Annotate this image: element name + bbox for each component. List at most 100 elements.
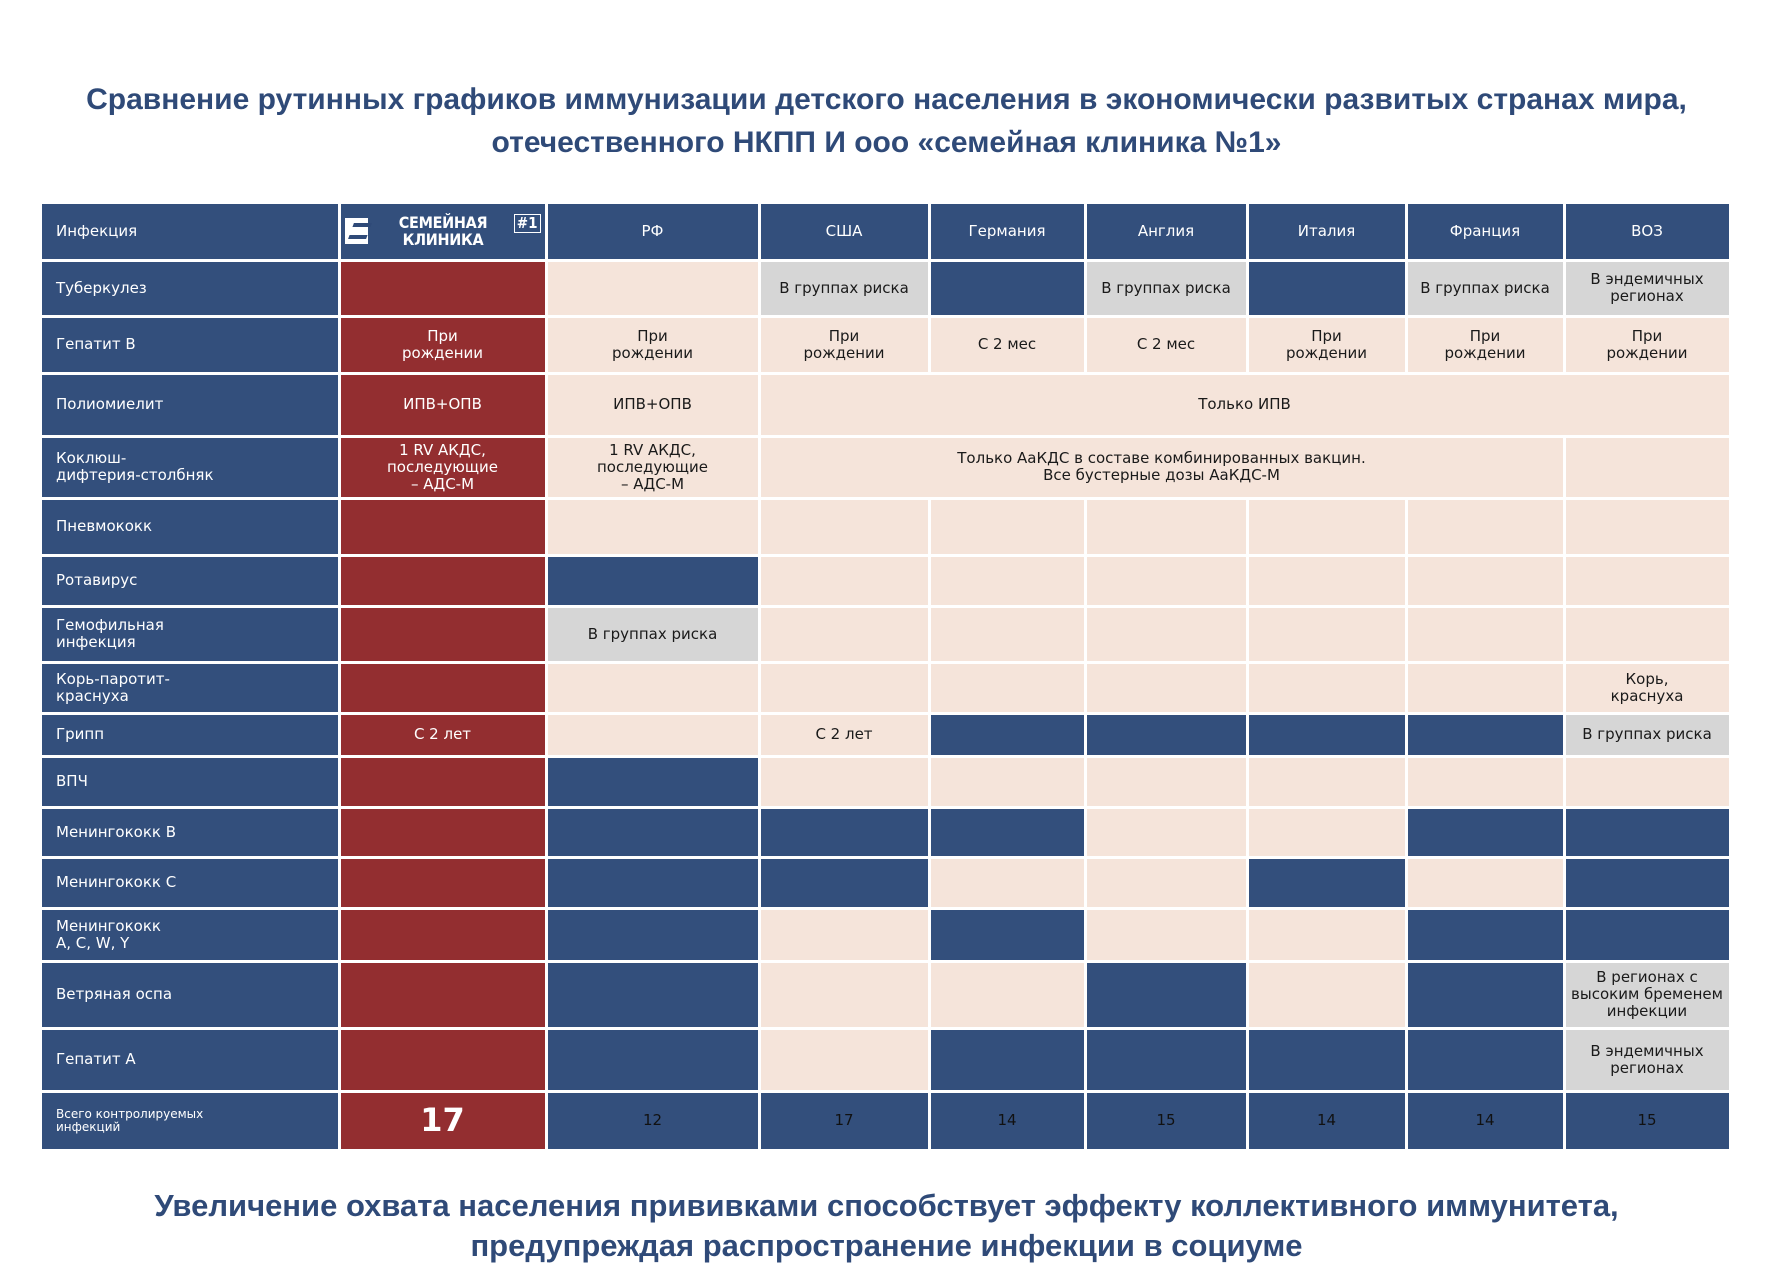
total-value-рф: 12	[547, 1092, 758, 1149]
row-label-гепатит-в: Гепатит В	[42, 317, 338, 372]
row-label-коклюш-дифтерия-столбняк: Коклюш- дифтерия-столбняк	[42, 437, 338, 497]
footer-line-1: Увеличение охвата населения прививками с…	[154, 1188, 1619, 1223]
header-country-англия: Англия	[1086, 203, 1246, 259]
cell-ветряная-оспа-рф	[547, 962, 758, 1027]
cell-гепатит-в-германия: С 2 мес	[930, 317, 1084, 372]
cell-гемофильная-инфекция-франция	[1407, 607, 1563, 661]
row-label-туберкулез: Туберкулез	[42, 261, 338, 315]
cell-туберкулез-франция: В группах риска	[1407, 261, 1563, 315]
header-country-сша: США	[760, 203, 928, 259]
cell-грипп-франция	[1407, 714, 1563, 755]
cell-гепатит-в-сша: При рождении	[760, 317, 928, 372]
cell-менингококк-в-сша	[760, 808, 928, 856]
cell-пневмококк-италия	[1248, 499, 1405, 554]
cell-менингококк-a-c-w-y-германия	[930, 909, 1084, 960]
clinic-cell-грипп: С 2 лет	[340, 714, 545, 755]
footer-line-2: предупреждая распространение инфекции в …	[470, 1228, 1303, 1263]
header-country-германия: Германия	[930, 203, 1084, 259]
cell-менингококк-a-c-w-y-воз	[1565, 909, 1729, 960]
cell-гепатит-а-рф	[547, 1029, 758, 1090]
cell-менингококк-в-италия	[1248, 808, 1405, 856]
cell-пневмококк-рф	[547, 499, 758, 554]
clinic-logo-number: #1	[513, 213, 541, 233]
cell-менингококк-в-воз	[1565, 808, 1729, 856]
cell-менингококк-a-c-w-y-франция	[1407, 909, 1563, 960]
clinic-cell-коклюш-дифтерия-столбняк: 1 RV АКДС, последующие – АДС-М	[340, 437, 545, 497]
header-clinic-logo: СЕМЕЙНАЯ КЛИНИКА #1	[340, 203, 545, 259]
cell-пневмококк-англия	[1086, 499, 1246, 554]
cell-ротавирус-рф	[547, 556, 758, 605]
cell-гепатит-а-сша	[760, 1029, 928, 1090]
cell-коклюш-дифтерия-столбняк-рф: 1 RV АКДС, последующие – АДС-М	[547, 437, 758, 497]
cell-гепатит-в-воз: При рождении	[1565, 317, 1729, 372]
cell-гепатит-в-франция: При рождении	[1407, 317, 1563, 372]
clinic-cell-туберкулез	[340, 261, 545, 315]
clinic-cell-корь-паротит-краснуха	[340, 663, 545, 712]
total-clinic-value: 17	[340, 1092, 545, 1149]
cell-туберкулез-воз: В эндемичных регионах	[1565, 261, 1729, 315]
cell-впч-сша	[760, 757, 928, 806]
header-infection: Инфекция	[42, 203, 338, 259]
clinic-cell-ротавирус	[340, 556, 545, 605]
cell-грипп-германия	[930, 714, 1084, 755]
cell-гепатит-а-воз: В эндемичных регионах	[1565, 1029, 1729, 1090]
cell-пневмококк-воз	[1565, 499, 1729, 554]
cell-корь-паротит-краснуха-воз: Корь, краснуха	[1565, 663, 1729, 712]
cell-туберкулез-англия: В группах риска	[1086, 261, 1246, 315]
total-value-англия: 15	[1086, 1092, 1246, 1149]
cell-корь-паротит-краснуха-сша	[760, 663, 928, 712]
header-country-франция: Франция	[1407, 203, 1563, 259]
title-line-1: Сравнение рутинных графиков иммунизации …	[86, 83, 1687, 116]
family-clinic-logo-icon: СЕМЕЙНАЯ КЛИНИКА #1	[344, 213, 541, 248]
total-value-италия: 14	[1248, 1092, 1405, 1149]
cell-гепатит-а-франция	[1407, 1029, 1563, 1090]
cell-корь-паротит-краснуха-италия	[1248, 663, 1405, 712]
cell-гепатит-в-рф: При рождении	[547, 317, 758, 372]
cell-менингококк-с-воз	[1565, 858, 1729, 907]
cell-полиомиелит-рф: ИПВ+ОПВ	[547, 374, 758, 435]
cell-ротавирус-германия	[930, 556, 1084, 605]
cell-туберкулез-германия	[930, 261, 1084, 315]
clinic-cell-впч	[340, 757, 545, 806]
row-label-грипп: Грипп	[42, 714, 338, 755]
cell-корь-паротит-краснуха-франция	[1407, 663, 1563, 712]
clinic-cell-полиомиелит: ИПВ+ОПВ	[340, 374, 545, 435]
clinic-cell-ветряная-оспа	[340, 962, 545, 1027]
footer-note: Увеличение охвата населения прививками с…	[0, 1186, 1773, 1266]
total-label: Всего контролируемых инфекций	[42, 1092, 338, 1149]
cell-менингококк-в-рф	[547, 808, 758, 856]
cell-туберкулез-рф	[547, 261, 758, 315]
cell-гемофильная-инфекция-италия	[1248, 607, 1405, 661]
clinic-cell-гепатит-в: При рождении	[340, 317, 545, 372]
cell-менингококк-a-c-w-y-сша	[760, 909, 928, 960]
cell-гемофильная-инфекция-англия	[1086, 607, 1246, 661]
clinic-cell-гепатит-а	[340, 1029, 545, 1090]
cell-корь-паротит-краснуха-англия	[1086, 663, 1246, 712]
clinic-cell-гемофильная-инфекция	[340, 607, 545, 661]
cell-ветряная-оспа-франция	[1407, 962, 1563, 1027]
cell-грипп-италия	[1248, 714, 1405, 755]
cell-впч-италия	[1248, 757, 1405, 806]
cell-гемофильная-инфекция-воз	[1565, 607, 1729, 661]
cell-туберкулез-сша: В группах риска	[760, 261, 928, 315]
row-label-менингококк-a-c-w-y: Менингококк A, C, W, Y	[42, 909, 338, 960]
cell-ветряная-оспа-англия	[1086, 962, 1246, 1027]
cell-ротавирус-франция	[1407, 556, 1563, 605]
row-label-ротавирус: Ротавирус	[42, 556, 338, 605]
cell-менингококк-a-c-w-y-италия	[1248, 909, 1405, 960]
cell-гепатит-а-германия	[930, 1029, 1084, 1090]
cell-впч-воз	[1565, 757, 1729, 806]
header-country-воз: ВОЗ	[1565, 203, 1729, 259]
total-value-франция: 14	[1407, 1092, 1563, 1149]
cell-менингококк-в-франция	[1407, 808, 1563, 856]
cell-гепатит-в-англия: С 2 мес	[1086, 317, 1246, 372]
clinic-cell-менингококк-в	[340, 808, 545, 856]
cell-ротавирус-англия	[1086, 556, 1246, 605]
cell-ветряная-оспа-италия	[1248, 962, 1405, 1027]
row-label-впч: ВПЧ	[42, 757, 338, 806]
header-country-италия: Италия	[1248, 203, 1405, 259]
clinic-mark-icon	[344, 218, 369, 244]
cell-гепатит-а-италия	[1248, 1029, 1405, 1090]
clinic-cell-менингококк-с	[340, 858, 545, 907]
